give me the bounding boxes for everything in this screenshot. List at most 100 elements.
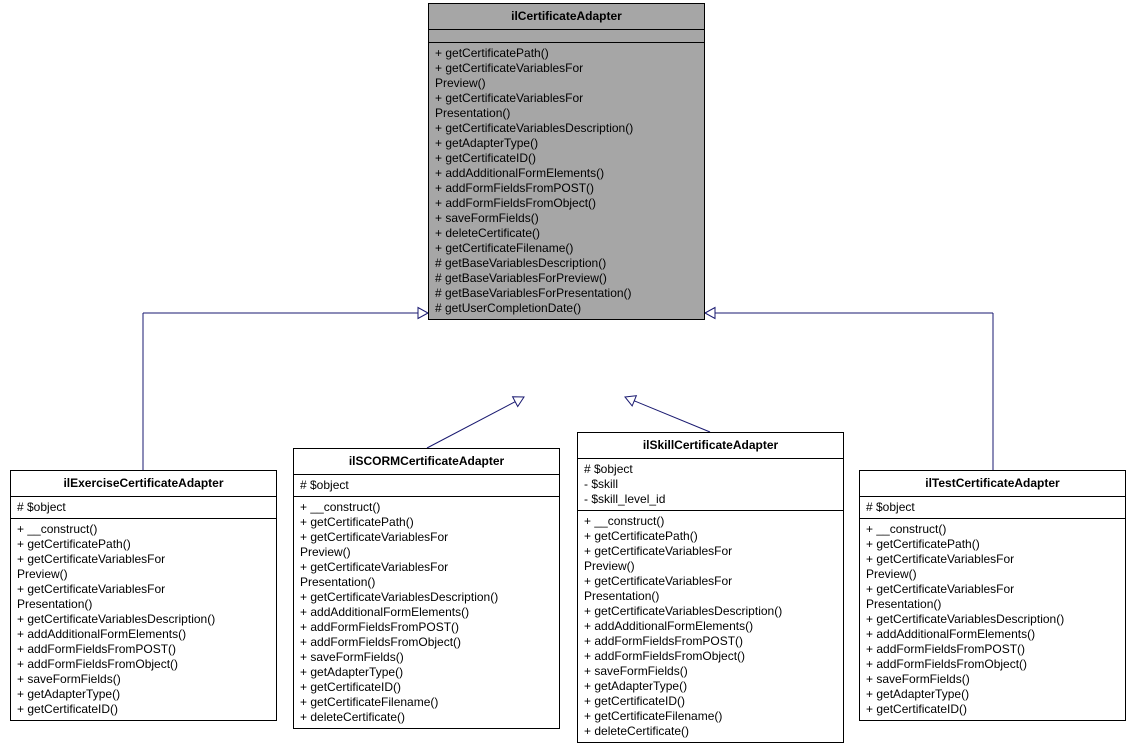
method: + getCertificateVariablesFor [17,552,270,567]
method: Preview() [300,545,553,560]
method: + getCertificateVariablesDescription() [17,612,270,627]
method: + saveFormFields() [435,211,698,226]
method: + getCertificateID() [435,151,698,166]
method: + getCertificateID() [584,694,837,709]
method: + getCertificateVariablesFor [435,61,698,76]
methods-compartment: + __construct()+ getCertificatePath()+ g… [578,511,843,742]
attribute: # $object [584,462,837,477]
method: + getAdapterType() [300,665,553,680]
method: # getBaseVariablesDescription() [435,256,698,271]
method: Presentation() [435,106,698,121]
attribute: - $skill_level_id [584,492,837,507]
method: + getCertificatePath() [584,529,837,544]
method: + getCertificateVariablesDescription() [300,590,553,605]
method: + getCertificateID() [17,702,270,717]
method: + getAdapterType() [584,679,837,694]
method: + getAdapterType() [17,687,270,702]
attribute: - $skill [584,477,837,492]
method: Preview() [17,567,270,582]
method: + getAdapterType() [866,687,1119,702]
methods-compartment: + __construct()+ getCertificatePath()+ g… [294,497,559,728]
method: + deleteCertificate() [300,710,553,725]
method: + __construct() [300,500,553,515]
method: + deleteCertificate() [584,724,837,739]
method: + getCertificatePath() [866,537,1119,552]
method: # getBaseVariablesForPreview() [435,271,698,286]
attributes-compartment: # $object [11,497,276,519]
attribute: # $object [300,478,553,493]
method: + getCertificateVariablesDescription() [584,604,837,619]
method: + addFormFieldsFromPOST() [300,620,553,635]
method: + addFormFieldsFromObject() [300,635,553,650]
method: + getCertificatePath() [300,515,553,530]
method: + getCertificateVariablesFor [584,544,837,559]
attribute: # $object [17,500,270,515]
method: + getCertificateVariablesFor [17,582,270,597]
method: + getCertificateID() [300,680,553,695]
method: + getCertificateVariablesFor [584,574,837,589]
method: + addAdditionalFormElements() [435,166,698,181]
class-name: ilSkillCertificateAdapter [578,433,843,459]
method: + addAdditionalFormElements() [17,627,270,642]
method: Presentation() [866,597,1119,612]
method: + addAdditionalFormElements() [584,619,837,634]
method: + addFormFieldsFromPOST() [866,642,1119,657]
method: Presentation() [17,597,270,612]
method: + getCertificatePath() [435,46,698,61]
method: + saveFormFields() [300,650,553,665]
methods-compartment: + getCertificatePath()+ getCertificateVa… [429,43,704,319]
method: + getCertificateVariablesFor [300,560,553,575]
attributes-compartment [429,30,704,43]
method: + addFormFieldsFromPOST() [17,642,270,657]
method: Preview() [435,76,698,91]
method: + getCertificateFilename() [584,709,837,724]
methods-compartment: + __construct()+ getCertificatePath()+ g… [11,519,276,720]
method: + saveFormFields() [584,664,837,679]
class-name: ilExerciseCertificateAdapter [11,471,276,497]
class-name: ilCertificateAdapter [429,4,704,30]
method: + saveFormFields() [17,672,270,687]
method: + addFormFieldsFromPOST() [435,181,698,196]
class-ilExerciseCertificateAdapter: ilExerciseCertificateAdapter # $object + _… [10,470,277,721]
method: + getAdapterType() [435,136,698,151]
method: + getCertificateVariablesFor [866,582,1119,597]
method: + addFormFieldsFromObject() [435,196,698,211]
method: + __construct() [866,522,1119,537]
methods-compartment: + __construct()+ getCertificatePath()+ g… [860,519,1125,720]
method: + getCertificateVariablesFor [866,552,1119,567]
method: Presentation() [584,589,837,604]
class-ilCertificateAdapter: ilCertificateAdapter + getCertificatePath… [428,3,705,320]
method: + __construct() [584,514,837,529]
method: + addFormFieldsFromPOST() [584,634,837,649]
method: Presentation() [300,575,553,590]
method: + getCertificateVariablesDescription() [435,121,698,136]
method: + getCertificatePath() [17,537,270,552]
method: + getCertificateVariablesFor [435,91,698,106]
attributes-compartment: # $object [860,497,1125,519]
class-name: ilTestCertificateAdapter [860,471,1125,497]
method: + addAdditionalFormElements() [300,605,553,620]
method: + saveFormFields() [866,672,1119,687]
method: + deleteCertificate() [435,226,698,241]
class-ilSkillCertificateAdapter: ilSkillCertificateAdapter# $object- $ski… [577,432,844,743]
attributes-compartment: # $object [294,475,559,497]
method: + addFormFieldsFromObject() [17,657,270,672]
method: + __construct() [17,522,270,537]
class-name: ilSCORMCertificateAdapter [294,449,559,475]
method: + getCertificateFilename() [300,695,553,710]
method: + getCertificateVariablesFor [300,530,553,545]
class-ilSCORMCertificateAdapter: ilSCORMCertificateAdapter # $object + __co… [293,448,560,729]
method: + getCertificateVariablesDescription() [866,612,1119,627]
method: Preview() [866,567,1119,582]
attributes-compartment: # $object- $skill- $skill_level_id [578,459,843,511]
method: + addAdditionalFormElements() [866,627,1119,642]
method: + addFormFieldsFromObject() [584,649,837,664]
method: # getUserCompletionDate() [435,301,698,316]
method: # getBaseVariablesForPresentation() [435,286,698,301]
attribute: # $object [866,500,1119,515]
method: Preview() [584,559,837,574]
class-ilTestCertificateAdapter: ilTestCertificateAdapter # $object + __con… [859,470,1126,721]
method: + getCertificateFilename() [435,241,698,256]
method: + getCertificateID() [866,702,1119,717]
method: + addFormFieldsFromObject() [866,657,1119,672]
